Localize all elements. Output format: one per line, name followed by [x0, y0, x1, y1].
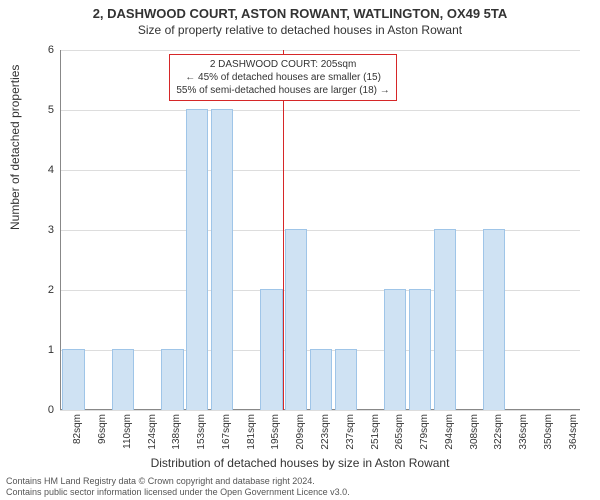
x-tick-label: 209sqm [295, 414, 306, 450]
y-tick-label: 3 [34, 224, 54, 236]
footer-line-1: Contains HM Land Registry data © Crown c… [6, 476, 350, 487]
x-tick-label: 350sqm [543, 414, 554, 450]
bar [285, 229, 307, 410]
x-tick-label: 110sqm [122, 414, 133, 449]
x-tick-label: 96sqm [97, 414, 108, 444]
bar [161, 349, 183, 410]
bar [112, 349, 134, 410]
x-tick-label: 237sqm [345, 414, 356, 450]
bar [434, 229, 456, 410]
x-tick-label: 223sqm [320, 414, 331, 450]
gridline [60, 170, 580, 171]
y-tick-label: 0 [34, 404, 54, 416]
bar [186, 109, 208, 410]
bar [260, 289, 282, 410]
x-tick-label: 322sqm [493, 414, 504, 450]
x-tick-label: 364sqm [568, 414, 579, 450]
x-tick-label: 265sqm [394, 414, 405, 450]
chart-container: 2, DASHWOOD COURT, ASTON ROWANT, WATLING… [0, 0, 600, 500]
bar [310, 349, 332, 410]
gridline [60, 50, 580, 51]
footer: Contains HM Land Registry data © Crown c… [6, 476, 350, 498]
bar [384, 289, 406, 410]
bar [483, 229, 505, 410]
bar [335, 349, 357, 410]
x-tick-label: 251sqm [370, 414, 381, 450]
x-tick-label: 82sqm [72, 414, 83, 444]
reference-line [283, 50, 284, 410]
annotation-line: 55% of semi-detached houses are larger (… [176, 84, 389, 97]
x-axis-label: Distribution of detached houses by size … [0, 456, 600, 470]
y-tick-label: 1 [34, 344, 54, 356]
x-tick-label: 336sqm [518, 414, 529, 450]
y-axis-label: Number of detached properties [8, 65, 22, 230]
x-tick-label: 195sqm [270, 414, 281, 450]
annotation-line: 2 DASHWOOD COURT: 205sqm [176, 58, 389, 71]
y-axis-line [60, 50, 61, 410]
x-tick-label: 124sqm [147, 414, 158, 450]
x-tick-label: 279sqm [419, 414, 430, 450]
plot-area: 012345682sqm96sqm110sqm124sqm138sqm153sq… [60, 50, 580, 410]
gridline [60, 110, 580, 111]
x-tick-label: 138sqm [171, 414, 182, 450]
x-tick-label: 153sqm [196, 414, 207, 450]
annotation-line: ← 45% of detached houses are smaller (15… [176, 71, 389, 84]
bar [409, 289, 431, 410]
y-tick-label: 5 [34, 104, 54, 116]
bar [211, 109, 233, 410]
x-tick-label: 167sqm [221, 414, 232, 450]
footer-line-2: Contains public sector information licen… [6, 487, 350, 498]
annotation-box: 2 DASHWOOD COURT: 205sqm← 45% of detache… [169, 54, 396, 101]
x-tick-label: 294sqm [444, 414, 455, 450]
bar [62, 349, 84, 410]
y-tick-label: 4 [34, 164, 54, 176]
x-tick-label: 308sqm [469, 414, 480, 450]
chart-subtitle: Size of property relative to detached ho… [0, 21, 600, 37]
chart-title: 2, DASHWOOD COURT, ASTON ROWANT, WATLING… [0, 0, 600, 21]
gridline [60, 410, 580, 411]
y-tick-label: 2 [34, 284, 54, 296]
x-tick-label: 181sqm [246, 414, 257, 450]
y-tick-label: 6 [34, 44, 54, 56]
